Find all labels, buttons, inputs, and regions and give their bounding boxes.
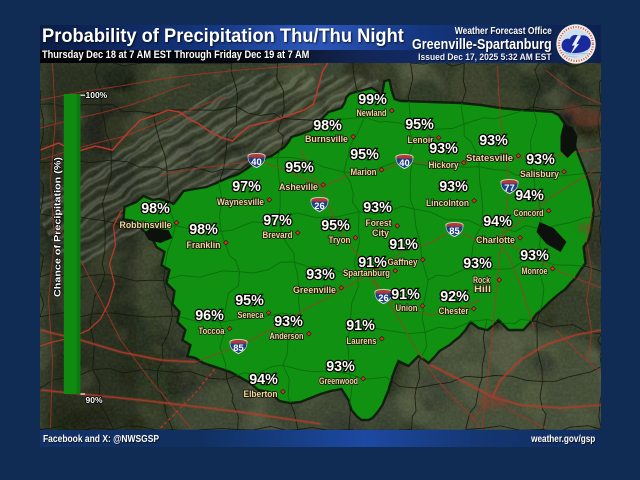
svg-text:93%: 93% — [520, 248, 549, 264]
svg-text:93%: 93% — [526, 152, 555, 168]
svg-text:Asheville: Asheville — [279, 182, 318, 192]
svg-text:Charlotte: Charlotte — [476, 235, 515, 245]
svg-text:Lincolnton: Lincolnton — [426, 198, 469, 208]
svg-text:94%: 94% — [483, 214, 512, 230]
svg-text:Forest: Forest — [365, 218, 391, 228]
svg-text:26: 26 — [378, 293, 388, 303]
svg-text:Brevard: Brevard — [262, 230, 292, 240]
svg-text:Seneca: Seneca — [237, 310, 264, 320]
svg-text:Spartanburg: Spartanburg — [343, 268, 390, 278]
svg-text:40: 40 — [251, 157, 261, 167]
svg-text:Chester: Chester — [438, 306, 468, 316]
svg-text:Toccoa: Toccoa — [198, 326, 225, 336]
svg-text:Franklin: Franklin — [186, 240, 220, 250]
svg-text:92%: 92% — [440, 289, 469, 305]
svg-text:93%: 93% — [306, 267, 335, 283]
svg-text:93%: 93% — [363, 200, 392, 216]
svg-text:95%: 95% — [350, 147, 379, 163]
svg-text:99%: 99% — [358, 92, 387, 108]
svg-text:100%: 100% — [85, 90, 107, 100]
svg-text:93%: 93% — [326, 359, 355, 375]
svg-text:93%: 93% — [429, 141, 458, 157]
svg-text:Robbinsville: Robbinsville — [119, 220, 171, 230]
svg-text:85: 85 — [233, 343, 243, 353]
svg-text:Gaffney: Gaffney — [387, 257, 417, 267]
svg-text:Statesville: Statesville — [466, 153, 513, 163]
svg-text:26: 26 — [314, 201, 324, 211]
svg-text:91%: 91% — [391, 287, 420, 303]
svg-text:85: 85 — [449, 226, 459, 236]
svg-text:77: 77 — [504, 183, 514, 193]
svg-text:96%: 96% — [195, 308, 224, 324]
svg-text:Rock: Rock — [473, 275, 491, 285]
svg-text:Chance of Precipitation (%): Chance of Precipitation (%) — [52, 157, 63, 297]
svg-text:95%: 95% — [321, 218, 350, 234]
svg-text:91%: 91% — [389, 237, 418, 253]
svg-text:94%: 94% — [249, 372, 278, 388]
svg-text:Salisbury: Salisbury — [520, 169, 559, 179]
svg-text:Concord: Concord — [513, 208, 543, 218]
svg-text:Monroe: Monroe — [521, 266, 547, 276]
svg-text:Hill: Hill — [474, 284, 491, 294]
svg-text:Elberton: Elberton — [243, 389, 277, 399]
svg-text:91%: 91% — [346, 318, 375, 334]
svg-text:Anderson: Anderson — [269, 331, 303, 341]
svg-text:93%: 93% — [439, 179, 468, 195]
svg-text:Marion: Marion — [350, 167, 376, 177]
svg-text:93%: 93% — [463, 256, 492, 272]
svg-text:Hickory: Hickory — [428, 160, 458, 170]
svg-text:Union: Union — [395, 303, 417, 313]
svg-text:98%: 98% — [313, 118, 342, 134]
svg-text:40: 40 — [399, 158, 409, 168]
svg-text:91%: 91% — [358, 255, 387, 271]
svg-text:City: City — [372, 228, 389, 238]
svg-text:Tryon: Tryon — [328, 235, 350, 245]
svg-text:Newland: Newland — [356, 108, 386, 118]
svg-text:97%: 97% — [263, 213, 292, 229]
svg-text:95%: 95% — [405, 117, 434, 133]
svg-text:Burnsville: Burnsville — [305, 134, 348, 144]
svg-text:93%: 93% — [274, 314, 303, 330]
svg-text:Lenoir: Lenoir — [407, 135, 433, 145]
svg-text:Laurens: Laurens — [346, 336, 376, 346]
svg-text:98%: 98% — [189, 222, 218, 238]
svg-text:97%: 97% — [232, 179, 261, 195]
svg-text:Waynesville: Waynesville — [217, 197, 264, 207]
svg-text:90%: 90% — [85, 395, 102, 405]
svg-text:Greenwood: Greenwood — [319, 376, 358, 386]
svg-text:Greenville: Greenville — [293, 285, 336, 295]
svg-text:95%: 95% — [235, 293, 264, 309]
svg-text:93%: 93% — [479, 133, 508, 149]
svg-text:94%: 94% — [515, 188, 544, 204]
svg-text:95%: 95% — [285, 160, 314, 176]
svg-text:98%: 98% — [141, 201, 170, 217]
